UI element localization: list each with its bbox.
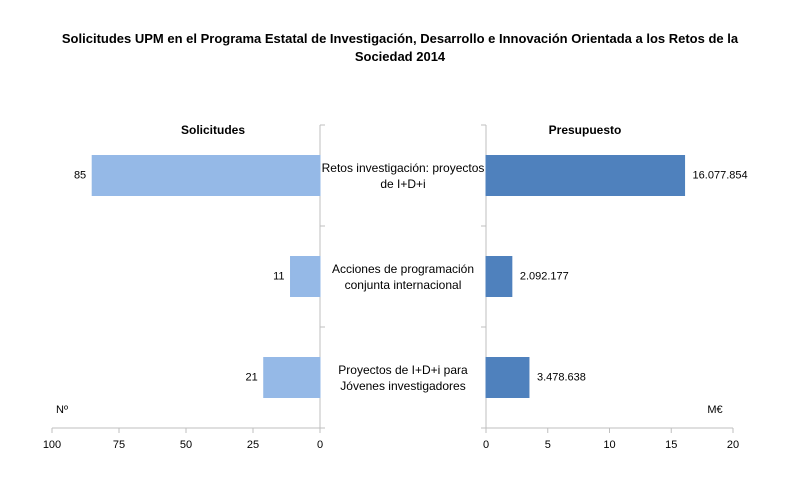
x-tick-label: 10	[603, 439, 615, 451]
x-tick-label: 75	[113, 439, 125, 451]
bar	[91, 155, 321, 196]
bar	[263, 357, 321, 398]
bar	[290, 256, 321, 297]
panel-title: Presupuesto	[549, 123, 622, 137]
category-label: Proyectos de I+D+i para Jóvenes investig…	[338, 362, 468, 393]
value-label: 21	[245, 371, 257, 383]
bar	[485, 357, 530, 398]
value-label: 11	[273, 270, 284, 282]
x-tick-label: 0	[317, 439, 323, 451]
value-label: 85	[74, 169, 86, 181]
bar	[485, 155, 686, 196]
x-tick-label: 0	[483, 439, 489, 451]
x-tick-label: 20	[727, 439, 739, 451]
bar	[485, 256, 513, 297]
x-tick-label: 100	[43, 439, 61, 451]
axis-unit: M€	[707, 404, 722, 416]
value-label: 16.077.854	[693, 169, 748, 181]
chart-title: Solicitudes UPM en el Programa Estatal d…	[61, 31, 739, 64]
value-label: 3.478.638	[537, 371, 586, 383]
panel-title: Solicitudes	[181, 123, 245, 137]
category-label: Retos investigación: proyectos de I+D+i	[321, 160, 485, 191]
x-tick-label: 5	[545, 439, 551, 451]
category-label: Acciones de programación conjunta intern…	[331, 261, 475, 292]
x-tick-label: 15	[665, 439, 677, 451]
axis-unit: Nº	[56, 404, 68, 416]
x-tick-label: 50	[180, 439, 192, 451]
value-label: 2.092.177	[520, 270, 569, 282]
x-tick-label: 25	[247, 439, 259, 451]
